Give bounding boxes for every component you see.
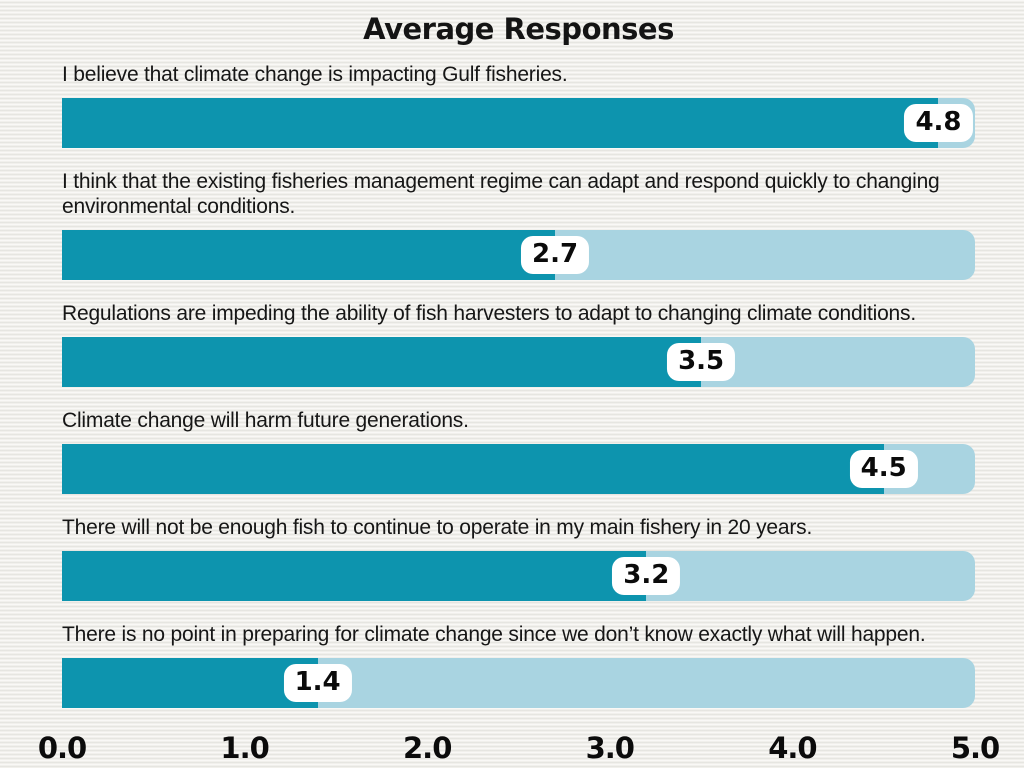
statement-label: Climate change will harm future generati…: [62, 409, 469, 432]
x-axis-tick: 4.0: [768, 731, 817, 765]
bar-row: There is no point in preparing for clima…: [62, 622, 975, 708]
x-axis-tick: 1.0: [220, 731, 269, 765]
bar-fill: [62, 337, 702, 387]
bar-track: 4.5: [62, 444, 975, 494]
bar-track: 2.7: [62, 230, 975, 280]
statement-label: There will not be enough fish to continu…: [62, 516, 813, 539]
bar-row: I think that the existing fisheries mana…: [62, 169, 975, 280]
bar-fill: [62, 98, 939, 148]
x-axis-tick: 3.0: [585, 731, 635, 765]
chart-title: Average Responses: [363, 12, 674, 46]
value-label: 3.2: [612, 557, 681, 595]
bar-track: 4.8: [62, 98, 975, 148]
statement-label: I think that the existing fisheries mana…: [62, 170, 940, 218]
bar-track: 1.4: [62, 658, 975, 708]
bar-row: There will not be enough fish to continu…: [62, 515, 975, 601]
bar-track: 3.5: [62, 337, 975, 387]
statement-label: I believe that climate change is impacti…: [62, 63, 568, 86]
bar-fill: [62, 230, 556, 280]
bar-row: Regulations are impeding the ability of …: [62, 301, 975, 387]
bar-row: Climate change will harm future generati…: [62, 408, 975, 494]
bar-fill: [62, 551, 647, 601]
statement-label: Regulations are impeding the ability of …: [62, 302, 916, 325]
bar-fill: [62, 444, 884, 494]
x-axis: 0.0 1.0 2.0 3.0 4.0 5.0: [38, 729, 1000, 768]
x-axis-tick: 2.0: [403, 731, 452, 765]
bar-fill: [62, 658, 318, 708]
value-label: 4.8: [904, 104, 973, 142]
x-axis-tick: 5.0: [950, 731, 1000, 765]
value-label: 3.5: [667, 343, 736, 381]
bar-track: 3.2: [62, 551, 975, 601]
value-label: 4.5: [849, 450, 918, 488]
statement-label: There is no point in preparing for clima…: [62, 623, 926, 646]
value-label: 2.7: [520, 236, 590, 274]
bar-row: I believe that climate change is impacti…: [62, 62, 975, 148]
value-label: 1.4: [283, 664, 352, 702]
bar-chart: I believe that climate change is impacti…: [62, 62, 975, 708]
x-axis-tick: 0.0: [37, 731, 87, 765]
